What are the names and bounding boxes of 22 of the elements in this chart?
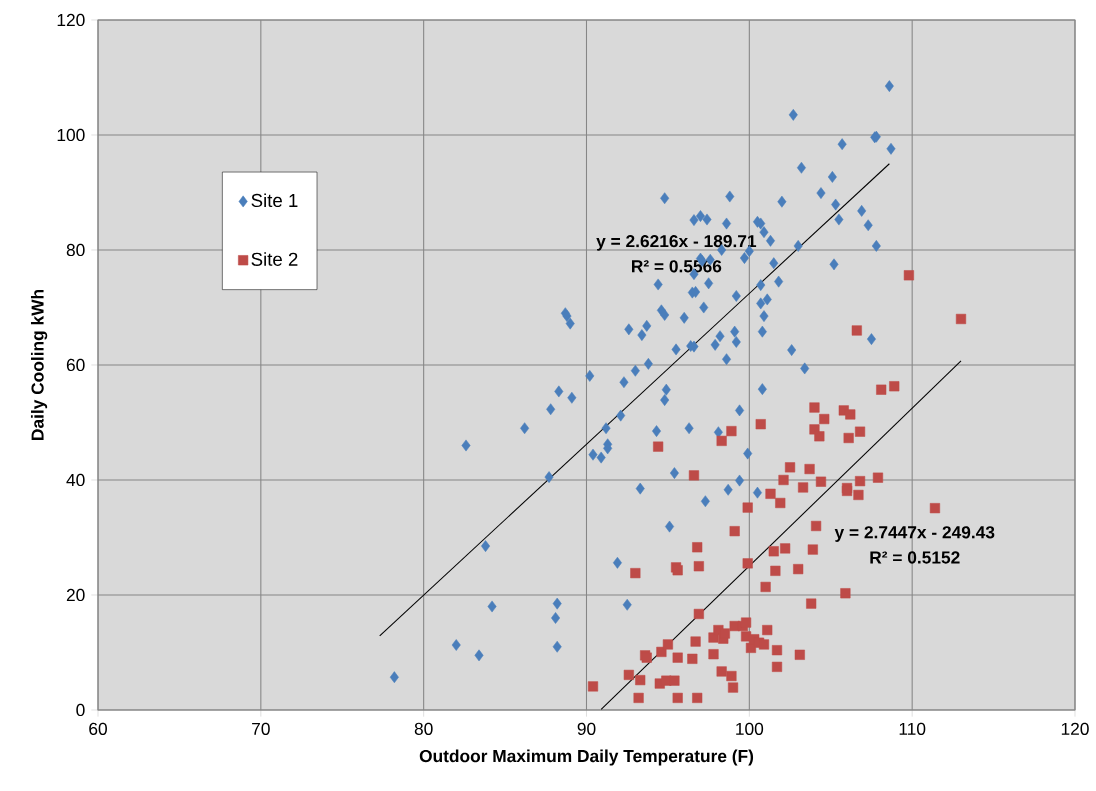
annotation: y = 2.6216x - 189.71: [596, 235, 757, 251]
x-axis-title: Outdoor Maximum Daily Temperature (F): [419, 749, 754, 766]
legend-label: Site 1: [251, 193, 298, 208]
y-tick-label: 100: [57, 128, 85, 142]
y-tick-label: 120: [57, 13, 85, 27]
y-tick-label: 60: [66, 358, 85, 372]
y-tick-label: 20: [66, 588, 85, 602]
y-tick-label: 40: [66, 473, 85, 487]
x-tick-label: 80: [414, 722, 433, 735]
x-tick-label: 60: [89, 722, 107, 735]
x-tick-label: 70: [252, 722, 270, 735]
annotation: y = 2.7447x - 249.43: [834, 526, 995, 542]
x-tick-label: 110: [899, 722, 926, 735]
annotation: R² = 0.5566: [632, 260, 722, 273]
y-axis-title: Daily Cooling kWh: [30, 289, 48, 440]
y-tick-label: 0: [76, 703, 85, 717]
x-tick-label: 120: [1061, 722, 1089, 735]
y-tick-label: 80: [66, 243, 85, 257]
legend-label: Site 2: [251, 252, 298, 266]
annotation: R² = 0.5152: [870, 551, 960, 564]
x-tick-label: 90: [577, 722, 596, 735]
x-tick-label: 100: [736, 722, 764, 735]
